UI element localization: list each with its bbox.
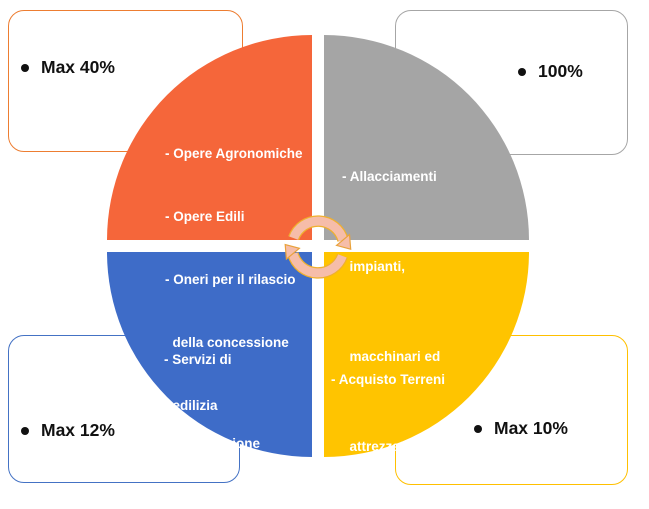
list-item: - Allacciamenti [342,169,437,184]
quadrant-text-allacciamenti: - Allacciamenti impianti, macchinari ed … [342,102,440,509]
cycle-arrow-top [289,216,348,242]
quadrant-text-acquisto: - Acquisto Terreni [331,330,445,430]
callout-label-row: Max 10% [474,418,568,439]
quadrant-shape-top-right [324,35,529,240]
list-item: - Servizi di [164,352,232,367]
cycle-arrowhead-right-icon [335,233,352,250]
list-item: della concessione [165,335,289,350]
callout-label-100: 100% [538,61,583,81]
bullet-icon [21,426,29,435]
quadrant-text-opere: - Opere Agronomiche - Opere Edili - Oner… [165,101,303,458]
callout-label-max10: Max 10% [494,418,568,438]
list-item: progettazione [164,436,261,451]
bullet-icon [474,424,482,433]
callout-label-row: Max 40% [21,57,115,78]
callout-label-max40: Max 40% [41,57,115,77]
quadrant-shape-bottom-left [107,252,312,457]
list-item: macchinari ed [342,349,441,364]
list-item: - Oneri per il rilascio [165,272,296,287]
cycle-arrowhead-left-icon [284,243,301,261]
list-item: - Acquisto Terreni [331,372,446,387]
callout-label-row: 100% [518,61,583,82]
list-item: - Opere Edili [165,209,245,224]
callout-label-max12: Max 12% [41,420,115,440]
list-item: attrezzature [342,439,426,454]
quadrant-shape-top-left [107,35,312,240]
quadrant-text-servizi: - Servizi di progettazione - Studio di f… [164,290,290,509]
list-item: - Opere Agronomiche [165,146,303,161]
bullet-icon [21,63,29,72]
quadrant-shape-bottom-right [324,252,529,457]
cycle-arrow-bottom [288,252,347,278]
list-item: edilizia [165,398,218,413]
list-item: impianti, [342,259,406,274]
bullet-icon [518,67,526,76]
cycle-arrows-icon [284,215,352,279]
callout-label-row: Max 12% [21,420,115,441]
